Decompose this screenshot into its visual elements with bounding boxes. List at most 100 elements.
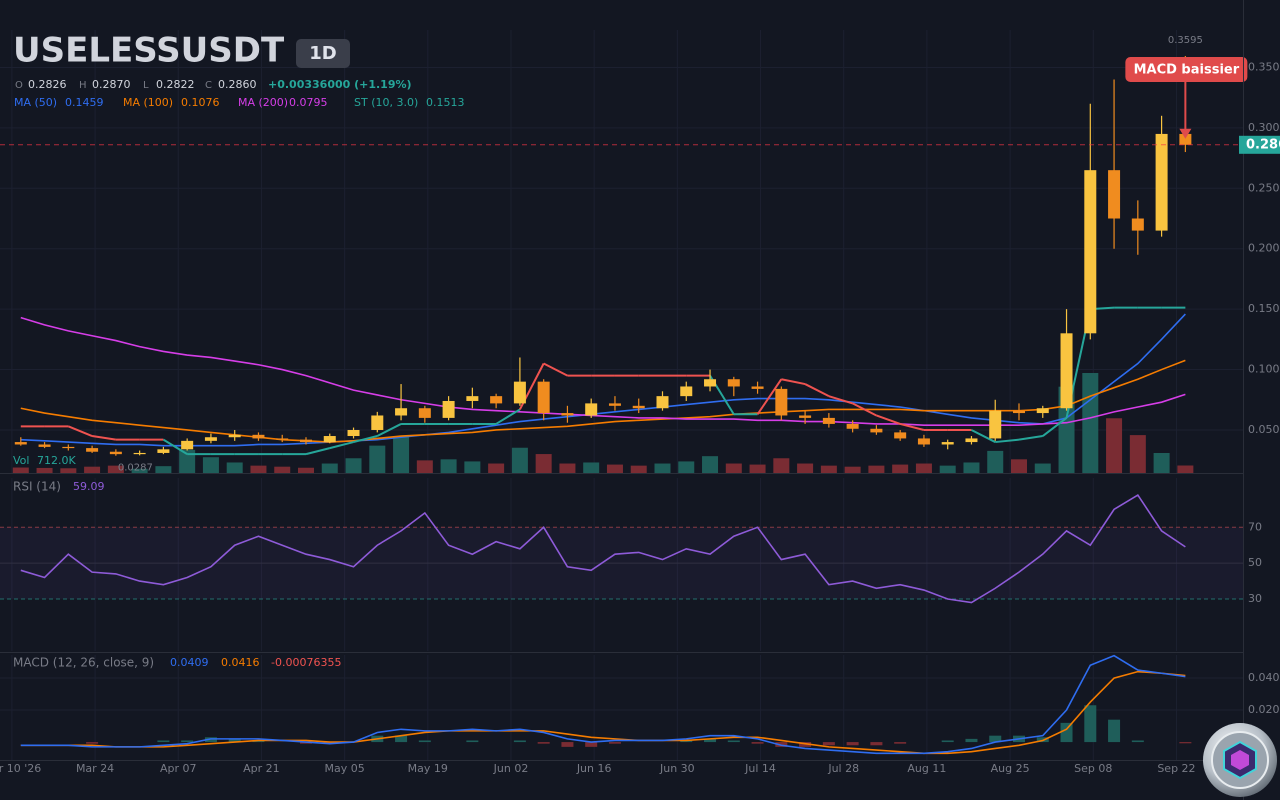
candle-body bbox=[561, 413, 574, 416]
volume-bar bbox=[107, 465, 124, 473]
x-tick-label: Jun 16 bbox=[576, 762, 612, 775]
candle-body bbox=[466, 396, 479, 401]
x-tick-label: Apr 21 bbox=[243, 762, 280, 775]
x-tick-label: Mar 24 bbox=[76, 762, 114, 775]
annotation-box bbox=[1125, 56, 1248, 82]
candle-body bbox=[775, 388, 788, 416]
macd-value: 0.0409 bbox=[170, 656, 209, 669]
candle-body bbox=[133, 452, 146, 455]
candle-body bbox=[442, 400, 455, 418]
candle-body bbox=[38, 444, 51, 447]
candle-body bbox=[1179, 133, 1192, 145]
volume-bar bbox=[60, 468, 77, 473]
histogram-bar bbox=[727, 740, 740, 743]
candle-body bbox=[418, 408, 431, 418]
candle-body bbox=[371, 415, 384, 430]
supertrend-segment bbox=[1018, 435, 1043, 441]
volume-bar bbox=[630, 465, 647, 473]
volume-bar bbox=[773, 458, 790, 473]
histogram-value: -0.00076355 bbox=[271, 656, 341, 669]
histogram-bar bbox=[941, 740, 954, 743]
supertrend-segment bbox=[543, 362, 568, 377]
supertrend-segment bbox=[329, 441, 354, 450]
legend-value: 0.0795 bbox=[289, 96, 328, 109]
volume-bar bbox=[464, 461, 481, 473]
volume-bar bbox=[179, 449, 196, 473]
volume-bar bbox=[1034, 463, 1051, 473]
histogram-bar bbox=[751, 742, 764, 744]
candle-body bbox=[1060, 333, 1073, 409]
last-price-label: 0.286 bbox=[1246, 137, 1280, 152]
volume-bar bbox=[84, 466, 101, 473]
volume-bar bbox=[12, 467, 29, 473]
volume-bar bbox=[939, 465, 956, 473]
volume-bar bbox=[297, 467, 314, 473]
volume-bar bbox=[321, 463, 338, 473]
annotation-arrowhead bbox=[1179, 128, 1192, 139]
histogram-bar bbox=[585, 742, 598, 747]
ohlc-label: C bbox=[205, 80, 212, 91]
volume-bar bbox=[1082, 373, 1099, 473]
x-tick-label: Jun 02 bbox=[493, 762, 529, 775]
candle-body bbox=[917, 438, 930, 445]
plot-layer: 0.3595 0.0287 MACD baissier bbox=[0, 30, 1248, 760]
candle-body bbox=[347, 429, 360, 437]
interval[interactable]: 1D bbox=[309, 43, 336, 64]
histogram-bar bbox=[822, 742, 835, 746]
volume-bar bbox=[678, 461, 695, 473]
volume-bar bbox=[1129, 435, 1146, 473]
volume-bar bbox=[797, 463, 814, 473]
ohlc-label: L bbox=[143, 80, 149, 91]
legend-value: 0.1459 bbox=[65, 96, 104, 109]
interval-badge[interactable] bbox=[296, 39, 350, 68]
volume-bar bbox=[202, 457, 219, 473]
volume-bar bbox=[702, 456, 719, 473]
legend-name: MA (200) bbox=[238, 96, 288, 109]
supertrend-segment bbox=[376, 423, 402, 437]
volume-bar bbox=[915, 463, 932, 473]
supertrend-segment bbox=[305, 447, 331, 456]
candle-body bbox=[1012, 410, 1025, 414]
volume-bar bbox=[583, 462, 600, 473]
volume-bar bbox=[725, 463, 742, 473]
x-tick-label: Aug 11 bbox=[907, 762, 946, 775]
volume-bar bbox=[987, 450, 1004, 473]
candle-body bbox=[1108, 170, 1121, 219]
histogram-bar bbox=[608, 742, 621, 744]
ohlc-value: 0.2870 bbox=[92, 78, 131, 91]
volume-bar bbox=[1106, 418, 1123, 473]
histogram-bar bbox=[1131, 740, 1144, 743]
histogram-bar bbox=[1084, 705, 1097, 743]
legend-value: 0.1076 bbox=[181, 96, 220, 109]
volume-bar bbox=[155, 466, 172, 473]
high-marker: 0.3595 bbox=[1168, 35, 1203, 46]
volume-bar bbox=[844, 466, 861, 473]
volume-bar bbox=[511, 447, 528, 473]
candle-body bbox=[157, 449, 170, 453]
volume-bar bbox=[345, 458, 362, 473]
symbol: USELESSUSDT bbox=[13, 31, 285, 71]
legend-value: 0.1513 bbox=[426, 96, 465, 109]
candle-body bbox=[680, 386, 693, 397]
volume-bar bbox=[559, 463, 576, 473]
candle-body bbox=[1084, 170, 1097, 334]
candle-body bbox=[870, 428, 883, 433]
ohlc-value: 0.2826 bbox=[28, 78, 67, 91]
ohlc-value: 0.2860 bbox=[218, 78, 257, 91]
candle-body bbox=[181, 440, 194, 450]
candle-body bbox=[109, 451, 122, 455]
candle-body bbox=[62, 446, 75, 449]
candle-body bbox=[299, 439, 312, 443]
candle-body bbox=[727, 379, 740, 387]
volume-bar bbox=[369, 445, 386, 473]
histogram-bar bbox=[466, 740, 479, 743]
histogram-bar bbox=[1108, 719, 1121, 743]
pane-value: 59.09 bbox=[73, 480, 105, 493]
supertrend-segment bbox=[971, 429, 996, 443]
candle-body bbox=[704, 379, 717, 387]
histogram-bar bbox=[418, 740, 431, 743]
volume-bar bbox=[416, 460, 433, 473]
